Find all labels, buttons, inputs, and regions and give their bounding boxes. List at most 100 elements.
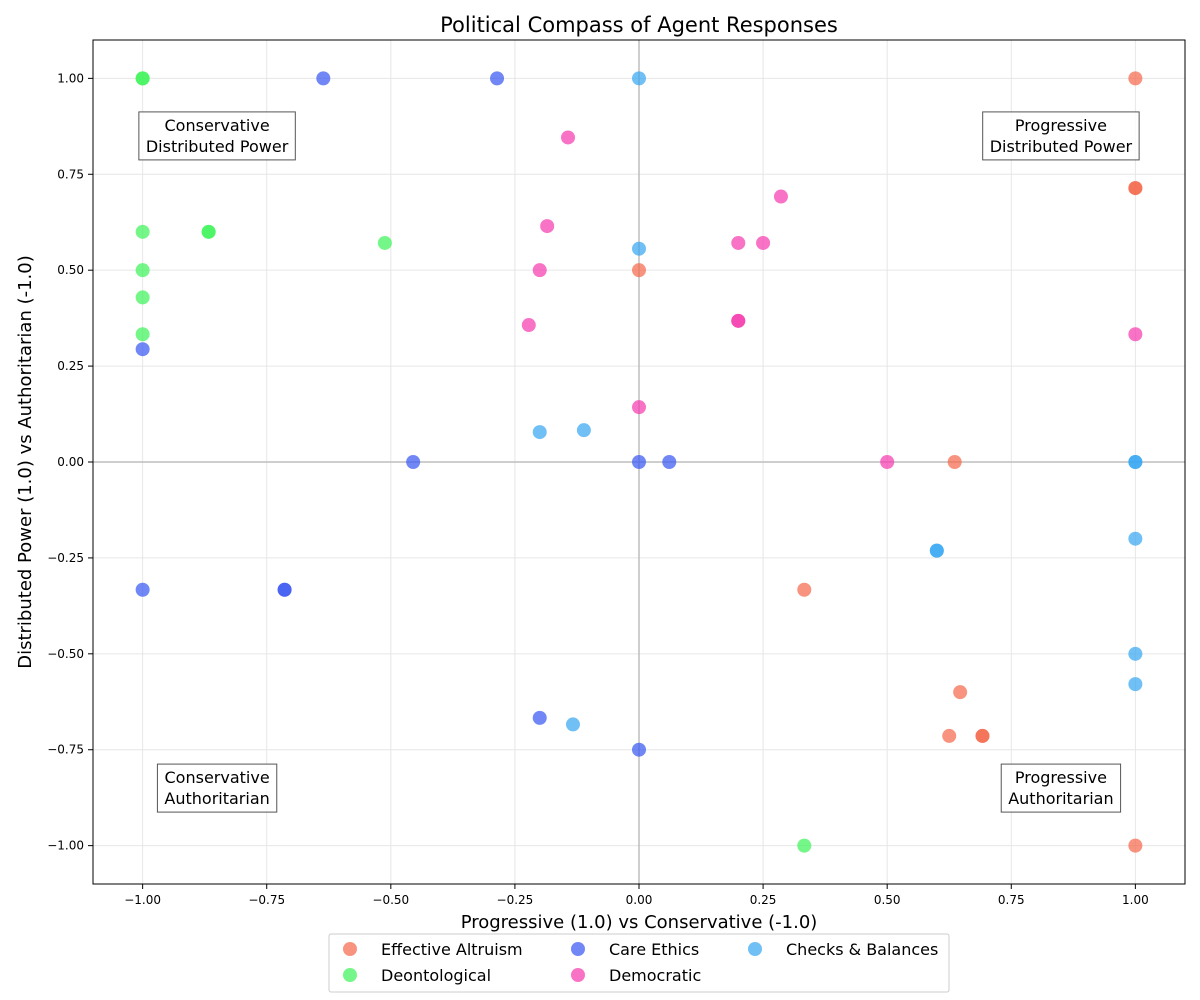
data-point <box>947 455 962 469</box>
data-point <box>731 313 746 328</box>
data-point <box>135 224 150 239</box>
y-tick-label: 0.50 <box>57 263 84 277</box>
data-point <box>490 71 505 86</box>
y-tick-label: −0.75 <box>47 743 84 757</box>
x-tick-label: −0.75 <box>248 893 285 907</box>
data-point <box>929 543 944 558</box>
data-point <box>135 71 150 86</box>
quadrant-label: Conservative Distributed Power <box>138 111 296 161</box>
x-tick-label: 0.25 <box>750 893 777 907</box>
y-axis-label: Distributed Power (1.0) vs Authoritarian… <box>15 255 36 669</box>
quadrant-label-text: Authoritarian <box>164 789 269 808</box>
quadrant-label-text: Distributed Power <box>146 137 289 156</box>
x-tick-label: −0.50 <box>372 893 409 907</box>
data-point <box>1128 646 1143 661</box>
data-point <box>135 290 150 305</box>
data-point <box>561 130 576 145</box>
legend: Effective Altruism Deontological Care Ethi… <box>328 933 950 993</box>
data-point <box>953 685 968 700</box>
legend-marker <box>343 942 357 956</box>
y-tick-label: 0.00 <box>57 455 84 469</box>
data-point <box>1128 181 1143 196</box>
quadrant-label-text: Progressive <box>1015 768 1107 787</box>
legend-marker <box>571 942 585 956</box>
chart-title: Political Compass of Agent Responses <box>440 13 838 37</box>
quadrant-label-text: Authoritarian <box>1008 789 1113 808</box>
data-point <box>201 224 216 239</box>
data-point <box>880 455 895 469</box>
y-tick-label: 1.00 <box>57 71 84 85</box>
data-point <box>756 235 771 250</box>
data-point <box>1128 838 1143 853</box>
data-point <box>731 235 746 250</box>
data-point <box>1128 455 1143 469</box>
y-tick-label: −0.25 <box>47 551 84 565</box>
x-tick-label: 0.75 <box>998 893 1025 907</box>
quadrant-label: Conservative Authoritarian <box>156 763 278 813</box>
data-point <box>532 710 547 725</box>
legend-box <box>328 933 950 993</box>
quadrant-label-box <box>156 763 278 813</box>
data-point <box>406 455 421 469</box>
data-points <box>135 71 1143 853</box>
x-tick-label: −0.25 <box>497 893 534 907</box>
data-point <box>1128 71 1143 86</box>
data-point <box>1128 677 1143 692</box>
data-point <box>797 582 812 597</box>
quadrant-label-text: Distributed Power <box>990 137 1133 156</box>
data-point <box>521 318 536 333</box>
data-point <box>773 189 788 204</box>
quadrant-label-text: Progressive <box>1015 116 1107 135</box>
x-tick-label: 0.50 <box>874 893 901 907</box>
legend-marker <box>571 968 585 982</box>
y-tick-label: −1.00 <box>47 839 84 853</box>
data-point <box>632 742 646 757</box>
data-point <box>942 728 957 743</box>
data-point <box>797 838 812 853</box>
data-point <box>135 327 150 342</box>
quadrant-label: Progressive Authoritarian <box>1000 763 1122 813</box>
legend-marker <box>748 942 762 956</box>
data-point <box>532 425 547 440</box>
quadrant-label-text: Conservative <box>165 116 270 135</box>
legend-label: Deontological <box>381 966 491 985</box>
data-point <box>277 582 292 597</box>
data-point <box>540 219 555 234</box>
quadrant-label-box <box>982 111 1140 161</box>
quadrant-label-box <box>1000 763 1122 813</box>
quadrant-label: Progressive Distributed Power <box>982 111 1140 161</box>
data-point <box>632 263 646 278</box>
data-point <box>135 342 150 357</box>
data-point <box>532 263 547 278</box>
x-tick-label: −1.00 <box>124 893 161 907</box>
data-point <box>1128 327 1143 342</box>
data-point <box>632 455 646 469</box>
axis-ticks: −1.00 −0.75 −0.50 −0.25 0.00 0.25 0.50 0.75 1.00… <box>47 71 1149 907</box>
legend-label: Care Ethics <box>609 940 699 959</box>
legend-label: Checks & Balances <box>786 940 938 959</box>
y-tick-label: −0.50 <box>47 647 84 661</box>
data-point <box>135 582 150 597</box>
legend-label: Democratic <box>609 966 701 985</box>
data-point <box>662 455 677 469</box>
data-point <box>565 717 580 732</box>
quadrant-label-text: Conservative <box>165 768 270 787</box>
data-point <box>377 235 392 250</box>
data-point <box>576 423 591 438</box>
data-point <box>632 400 646 415</box>
x-tick-label: 0.00 <box>626 893 653 907</box>
data-point <box>316 71 331 86</box>
data-point <box>632 241 646 256</box>
data-point <box>135 263 150 278</box>
y-tick-label: 0.75 <box>57 167 84 181</box>
legend-marker <box>343 968 357 982</box>
legend-label: Effective Altruism <box>381 940 523 959</box>
y-tick-label: 0.25 <box>57 359 84 373</box>
x-axis-label: Progressive (1.0) vs Conservative (-1.0) <box>461 912 818 933</box>
x-tick-label: 1.00 <box>1122 893 1149 907</box>
quadrant-label-box <box>138 111 296 161</box>
data-point <box>1128 531 1143 546</box>
